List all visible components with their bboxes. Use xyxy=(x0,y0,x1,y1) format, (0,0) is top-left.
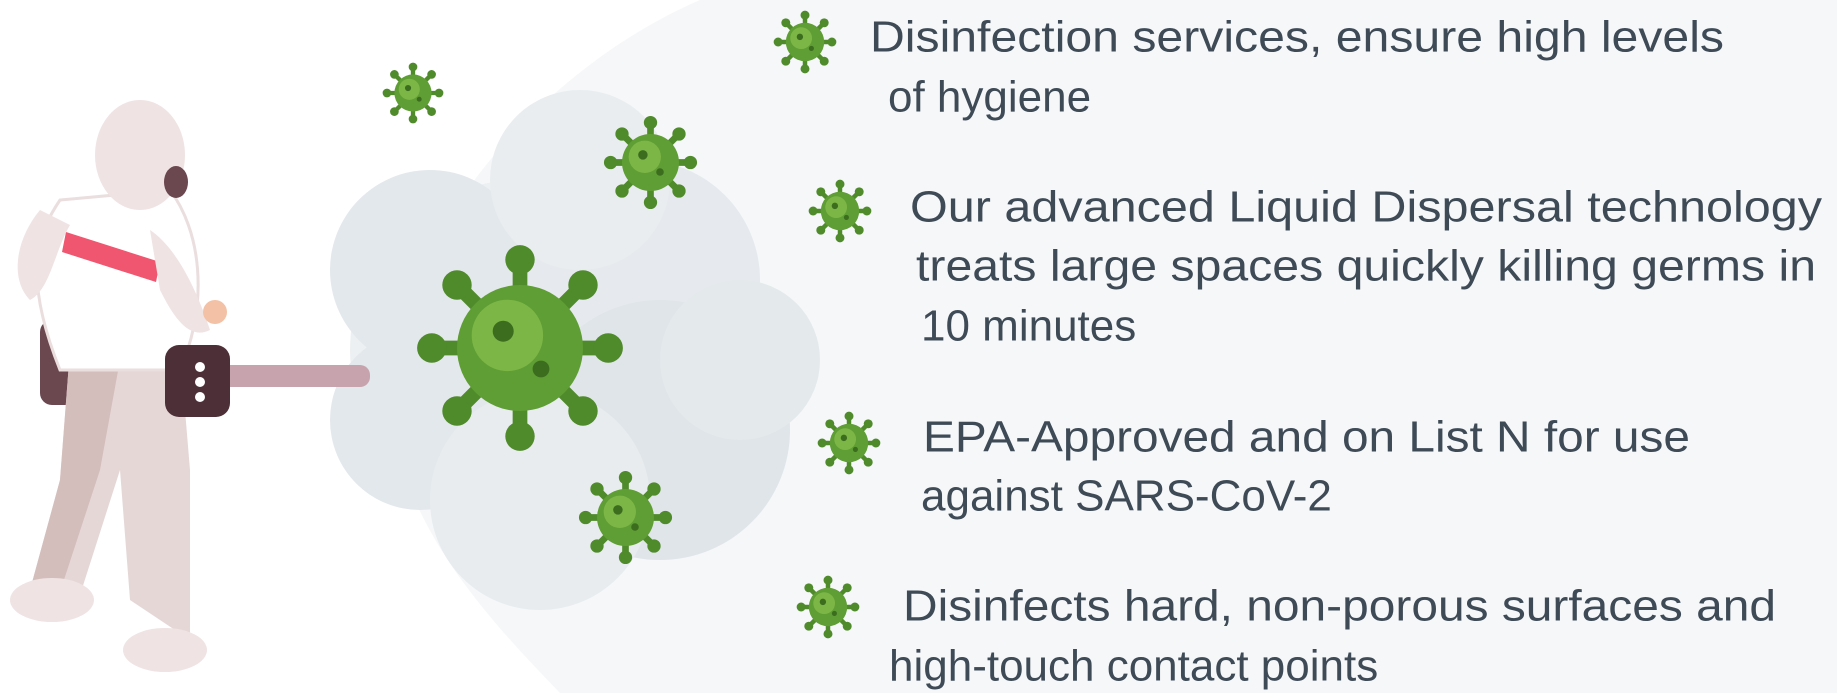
feature-text: EPA-Approved and on List N for use xyxy=(923,413,1690,462)
feature-text: Our advanced Liquid Dispersal technology xyxy=(910,183,1822,232)
cleaner-figure xyxy=(10,100,370,672)
feature-text: against SARS-CoV-2 xyxy=(921,472,1332,521)
feature-text: 10 minutes xyxy=(921,302,1136,351)
illustration: Disinfection services, ensure high level… xyxy=(0,0,1837,693)
page: Disinfection services, ensure high level… xyxy=(0,0,1837,693)
feature-text: of hygiene xyxy=(888,73,1091,122)
feature-text: treats large spaces quickly killing germ… xyxy=(916,242,1816,291)
feature-text: Disinfects hard, non-porous surfaces and xyxy=(903,582,1776,631)
feature-text: Disinfection services, ensure high level… xyxy=(870,13,1724,62)
feature-text: high-touch contact points xyxy=(889,642,1378,691)
